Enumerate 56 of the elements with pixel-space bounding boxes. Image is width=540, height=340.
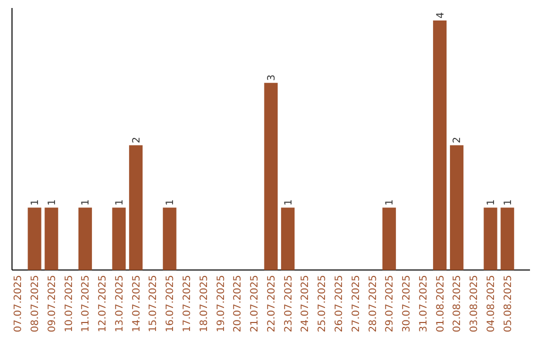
x-tick-label: 19.07.2025: [216, 275, 227, 332]
x-tick-label: 27.07.2025: [350, 275, 362, 332]
x-tick-label: 17.07.2025: [182, 275, 194, 332]
x-tick-label: 25.07.2025: [317, 275, 328, 332]
x-tick-label: 29.07.2025: [384, 275, 396, 332]
data-label: 1: [502, 199, 514, 206]
bar: [281, 208, 295, 270]
x-tick-label: 10.07.2025: [64, 275, 75, 332]
data-label: 1: [114, 199, 126, 206]
data-label: 1: [165, 199, 176, 206]
x-tick-label: 22.07.2025: [266, 275, 278, 332]
bar: [162, 208, 176, 270]
x-tick-label: 26.07.2025: [334, 275, 345, 332]
x-tick-label: 04.08.2025: [486, 275, 497, 332]
bar: [500, 208, 514, 270]
x-tick-label: 08.07.2025: [30, 275, 42, 332]
x-tick-label: 14.07.2025: [131, 275, 142, 332]
x-tick-label: 15.07.2025: [148, 275, 160, 332]
x-tick-label: 05.08.2025: [502, 275, 514, 332]
data-label: 4: [435, 12, 446, 18]
x-tick-label: 02.08.2025: [452, 275, 464, 332]
data-label: 1: [46, 199, 58, 206]
x-tick-label: 31.07.2025: [418, 275, 430, 332]
bar: [112, 208, 126, 270]
data-label: 1: [30, 199, 42, 206]
data-label: 1: [80, 199, 92, 206]
x-tick-label: 01.08.2025: [435, 275, 446, 332]
bar: [44, 208, 58, 270]
x-tick-label: 13.07.2025: [114, 275, 126, 332]
x-tick-label: 23.07.2025: [283, 275, 294, 332]
x-tick-label: 20.07.2025: [232, 275, 244, 332]
data-label: 1: [283, 199, 294, 206]
x-tick-label: 21.07.2025: [250, 275, 261, 332]
bar: [382, 208, 396, 270]
x-tick-label: 18.07.2025: [198, 275, 210, 332]
x-tick-label: 12.07.2025: [98, 275, 109, 332]
bar: [129, 145, 143, 270]
data-label: 3: [266, 74, 278, 81]
x-tick-label: 03.08.2025: [469, 275, 480, 332]
x-tick-label: 24.07.2025: [300, 275, 312, 332]
bar: [433, 20, 447, 270]
data-label: 1: [486, 199, 497, 206]
x-tick-label: 28.07.2025: [368, 275, 379, 332]
x-tick-label: 30.07.2025: [402, 275, 413, 332]
x-tick-label: 16.07.2025: [165, 275, 176, 332]
data-label: 2: [131, 136, 142, 144]
data-label: 1: [384, 199, 396, 206]
bar: [450, 145, 464, 270]
x-tick-label: 09.07.2025: [46, 275, 58, 332]
bar: [28, 208, 42, 270]
bar: [484, 208, 498, 270]
x-tick-label: 11.07.2025: [80, 275, 92, 332]
bar: [264, 82, 278, 270]
data-label: 2: [452, 136, 464, 144]
bar: [78, 208, 92, 270]
x-tick-label: 07.07.2025: [13, 275, 24, 332]
